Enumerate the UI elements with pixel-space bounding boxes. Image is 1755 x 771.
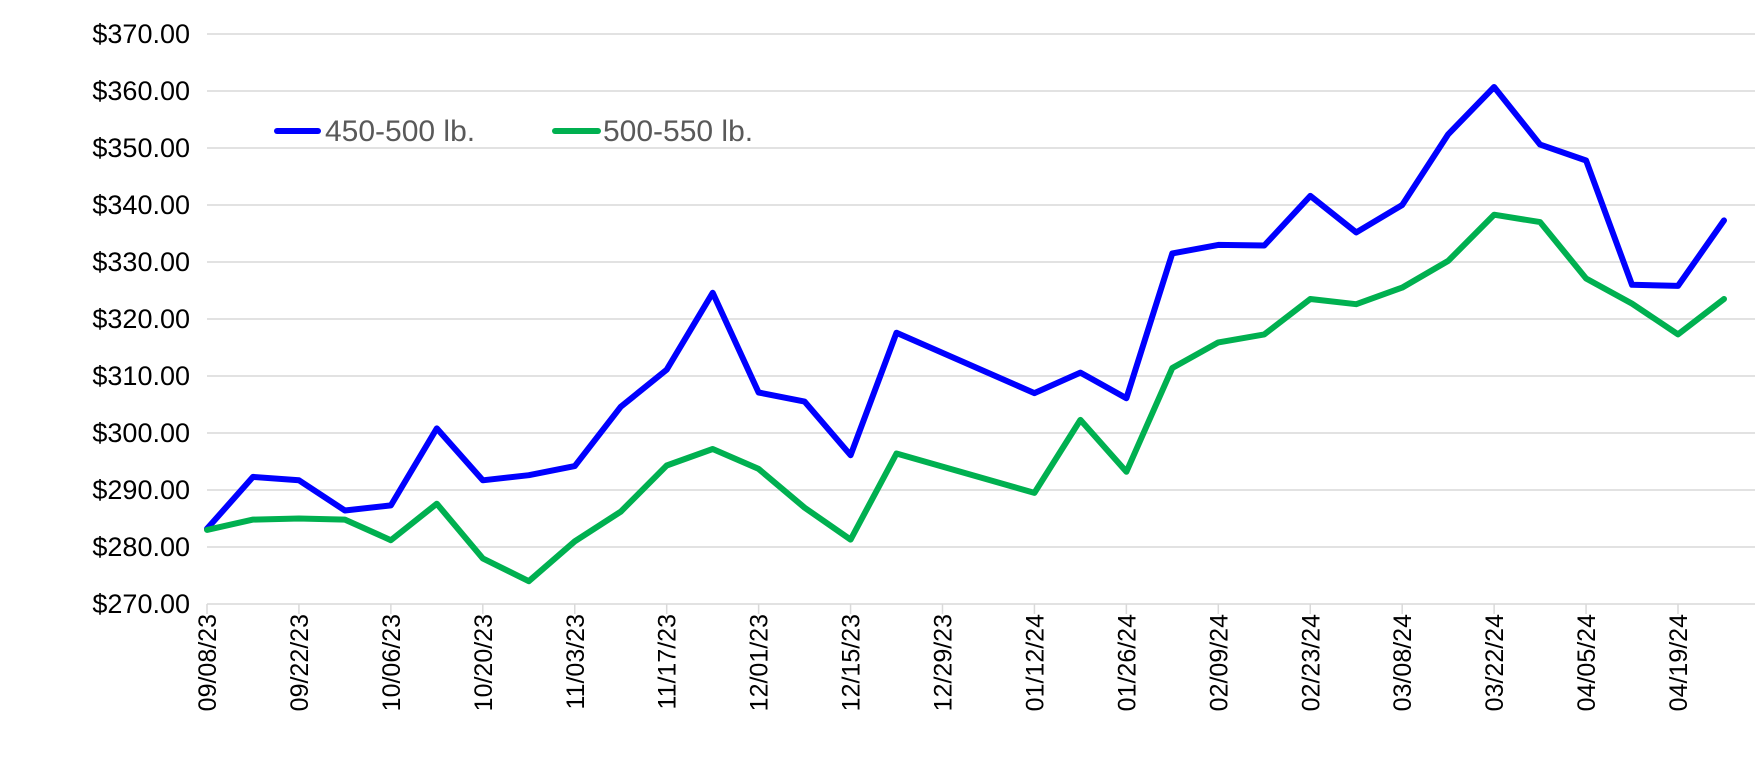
x-tick-label: 10/20/23	[470, 614, 498, 711]
x-tick-label: 03/08/24	[1389, 614, 1417, 711]
y-tick-label: $340.00	[92, 190, 190, 220]
x-tick-label: 11/03/23	[562, 614, 590, 709]
x-tick-label: 03/22/24	[1481, 614, 1509, 711]
legend-label: 500-550 lb.	[603, 115, 753, 148]
y-tick-label: $290.00	[92, 475, 190, 505]
x-tick-label: 10/06/23	[378, 614, 406, 711]
y-tick-label: $300.00	[92, 418, 190, 448]
series-line-1	[204, 84, 1727, 532]
y-tick-label: $320.00	[92, 304, 190, 334]
y-tick-label: $330.00	[92, 247, 190, 277]
x-tick-label: 02/23/24	[1297, 614, 1325, 711]
y-tick-label: $280.00	[92, 532, 190, 562]
series-line-2	[204, 211, 1727, 585]
y-tick-label: $310.00	[92, 361, 190, 391]
x-tick-label: 04/19/24	[1665, 614, 1693, 711]
x-tick-label: 09/22/23	[286, 614, 314, 711]
x-tick-label: 04/05/24	[1573, 614, 1601, 711]
y-tick-label: $270.00	[92, 589, 190, 619]
legend-label: 450-500 lb.	[325, 115, 475, 148]
y-tick-label: $350.00	[92, 133, 190, 163]
x-tick-label: 02/09/24	[1205, 614, 1233, 711]
x-tick-label: 12/15/23	[838, 614, 866, 711]
x-tick-label: 11/17/23	[654, 614, 682, 709]
y-tick-label: $370.00	[92, 19, 190, 49]
x-tick-label: 12/29/23	[930, 614, 958, 711]
x-tick-label: 01/26/24	[1113, 614, 1141, 711]
y-tick-label: $360.00	[92, 76, 190, 106]
x-tick-label: 01/12/24	[1021, 614, 1049, 711]
x-tick-label: 12/01/23	[746, 614, 774, 711]
x-tick-label: 09/08/23	[194, 614, 222, 711]
